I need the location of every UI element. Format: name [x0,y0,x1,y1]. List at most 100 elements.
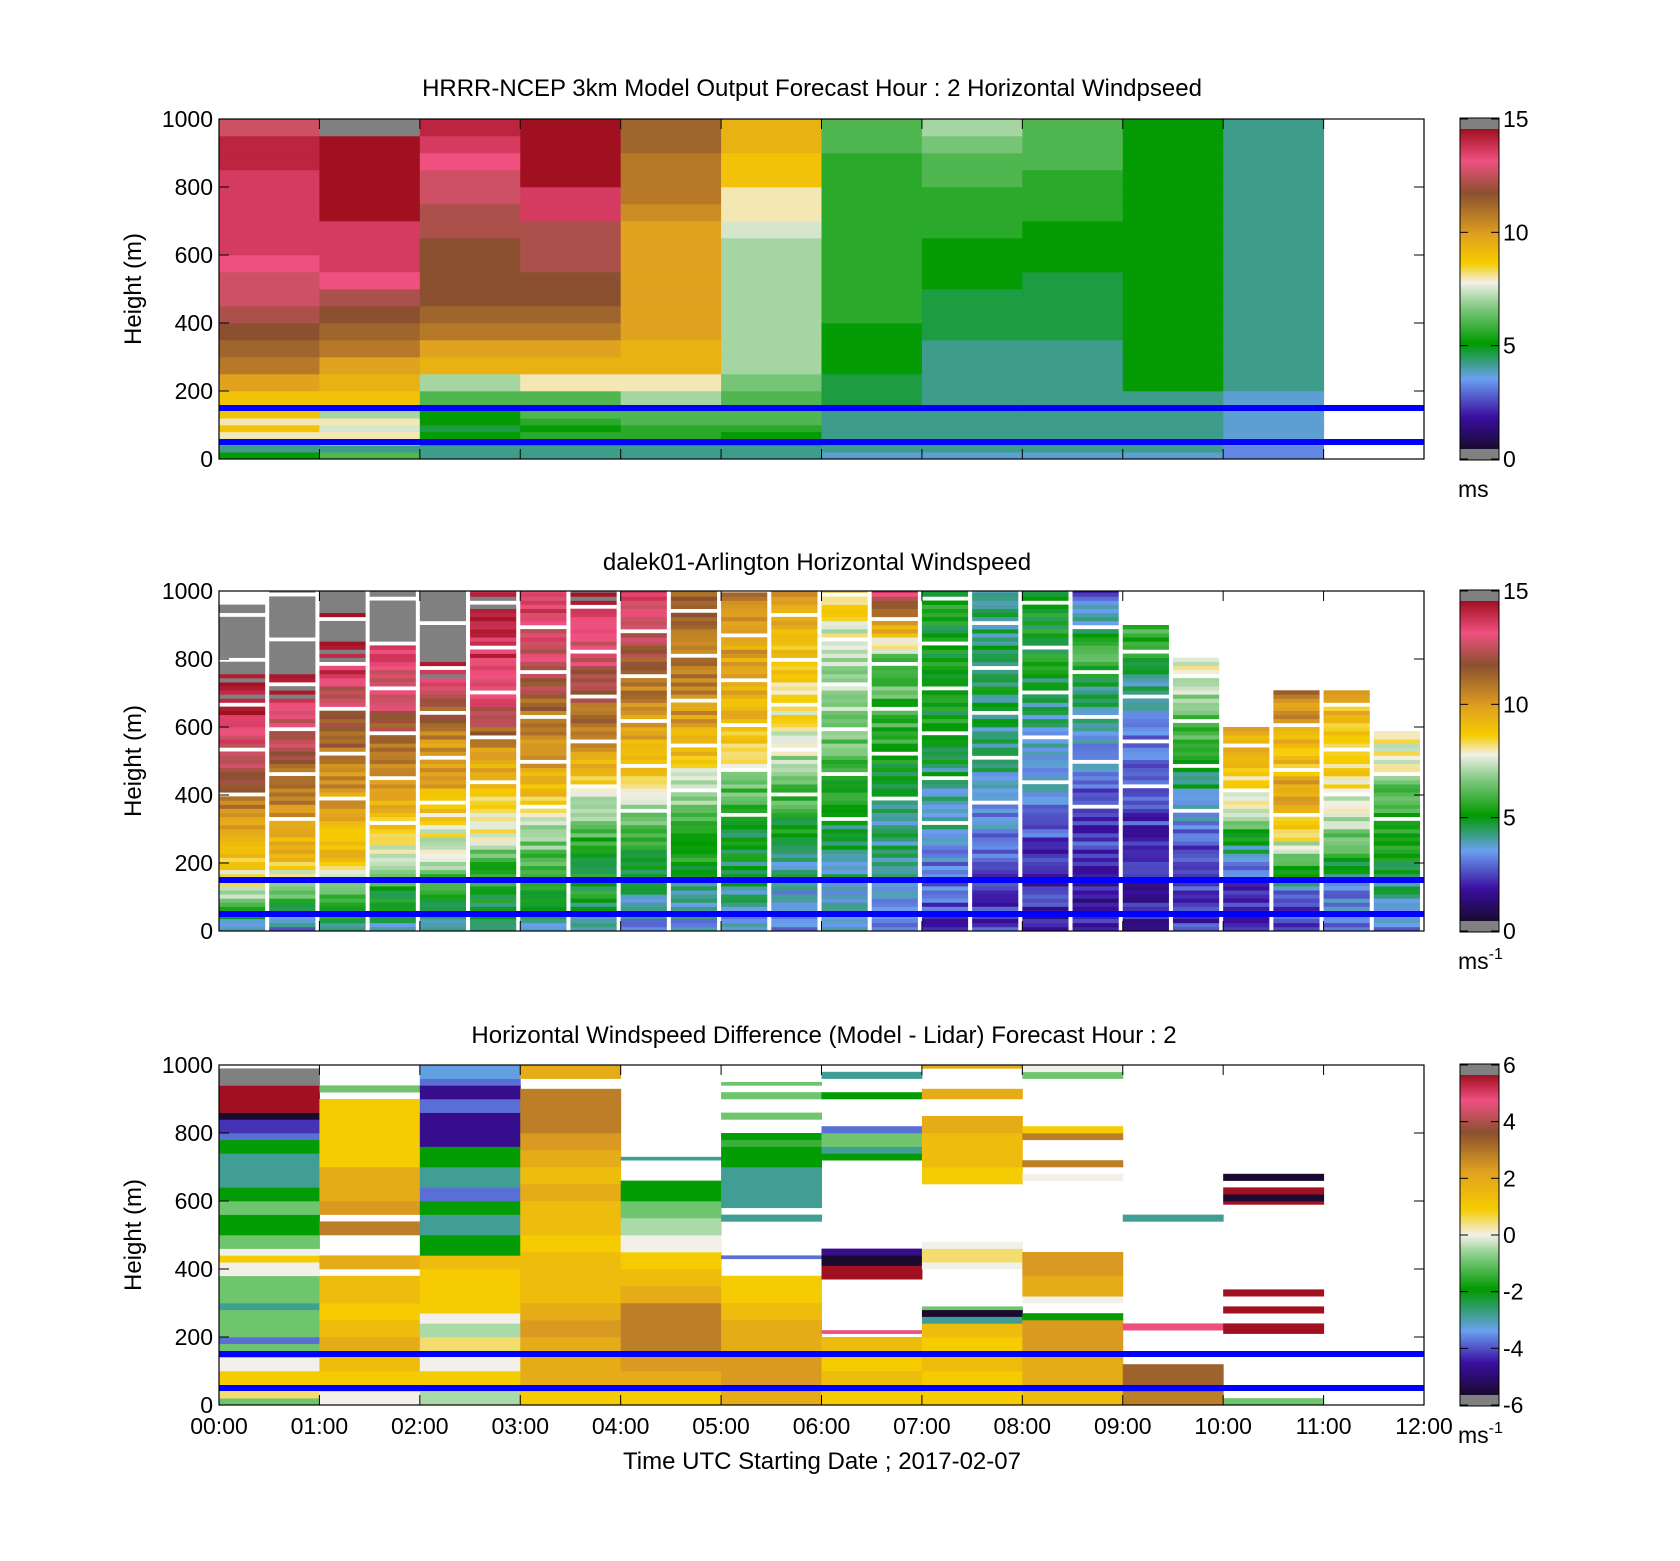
heatmap-cell [1273,792,1320,797]
heatmap-cell [470,649,517,654]
heatmap-cell [419,922,467,928]
heatmap-cell [620,1235,722,1253]
heatmap-cell [1022,841,1069,846]
heatmap-cell [921,682,969,687]
heatmap-cell [219,775,266,781]
heatmap-cell [670,661,718,667]
heatmap-cell [921,1354,1023,1372]
heatmap-cell [1072,873,1119,879]
heatmap-cell [1223,153,1325,171]
heatmap-cell [1273,906,1320,911]
heatmap-cell [219,425,320,433]
heatmap-cell [1172,657,1220,663]
heatmap-cell [520,849,567,854]
heatmap-cell [1273,698,1320,703]
heatmap-cell [1172,865,1220,871]
x-tick-label: 12:00 [1395,1413,1453,1439]
heatmap-cell [771,743,818,748]
heatmap-cell [1022,710,1069,716]
heatmap-cell [1122,119,1224,137]
heatmap-cell [620,425,722,433]
heatmap-cell [419,837,467,842]
heatmap-cell [1273,869,1320,875]
heatmap-cell [419,849,467,854]
heatmap-cell [921,706,969,711]
heatmap-cell [821,641,868,646]
heatmap-cell [570,824,617,830]
heatmap-cell [620,669,667,675]
heatmap-cell [1122,898,1169,903]
heatmap-cell [771,812,818,818]
heatmap-cell [1122,710,1169,716]
heatmap-cell [670,592,718,597]
heatmap-cell [1273,739,1320,744]
heatmap-cell [620,306,722,324]
heatmap-cell [319,255,421,273]
heatmap-cell [319,1320,421,1338]
panel-lidar-cells [219,591,1420,932]
heatmap-cell [620,796,667,801]
heatmap-cell [470,833,517,838]
heatmap-cell [821,323,923,341]
heatmap-cell [520,391,622,409]
heatmap-cell [1122,829,1169,834]
heatmap-cell [1122,845,1169,850]
heatmap-cell [520,1391,622,1406]
heatmap-cell [871,731,918,736]
heatmap-cell [1172,869,1220,875]
heatmap-cell [871,763,918,769]
heatmap-cell [269,792,316,797]
heatmap-cell [470,845,517,850]
heatmap-cell [269,853,316,858]
heatmap-cell [972,841,1019,846]
heatmap-cell [570,780,617,785]
heatmap-cell [1223,119,1325,137]
heatmap-cell [620,657,667,663]
y-tick-label: 800 [175,1120,213,1146]
heatmap-cell [1223,1194,1325,1202]
heatmap-cell [1373,926,1420,932]
heatmap-cell [369,861,416,867]
heatmap-cell [470,706,517,711]
heatmap-cell [670,678,718,683]
heatmap-cell [219,804,266,809]
heatmap-cell [1273,926,1320,932]
heatmap-cell [219,743,266,748]
heatmap-cell [721,625,768,630]
heatmap-cell [1022,1313,1124,1321]
heatmap-cell [1022,452,1124,460]
heatmap-cell [1072,678,1119,683]
heatmap-cell [620,612,667,618]
heatmap-cell [369,727,416,732]
heatmap-cell [1373,763,1420,769]
heatmap-cell [1223,255,1325,273]
heatmap-cell [821,452,923,460]
heatmap-cell [721,788,768,793]
heatmap-cell [670,759,718,765]
heatmap-cell [319,633,366,638]
heatmap-cell [1323,690,1370,695]
heatmap-cell [1323,926,1370,932]
heatmap-cell [1072,857,1119,862]
heatmap-cell [1323,714,1370,720]
heatmap-cell [921,824,969,830]
heatmap-cell [1323,918,1370,924]
heatmap-cell [721,1082,822,1086]
heatmap-cell [721,718,768,724]
heatmap-cell [520,612,567,618]
heatmap-cell [1022,845,1069,850]
heatmap-cell [520,1116,622,1134]
heatmap-cell [419,686,467,691]
y-tick-label: 200 [175,850,213,876]
heatmap-cell [1122,306,1224,324]
heatmap-cell [721,136,822,154]
heatmap-cell [520,1065,622,1073]
heatmap-cell [219,374,320,392]
heatmap-cell [1072,820,1119,826]
heatmap-cell [1223,374,1325,392]
heatmap-cell [570,714,617,720]
heatmap-cell [1022,857,1069,862]
heatmap-cell [219,620,266,626]
heatmap-cell [369,792,416,797]
